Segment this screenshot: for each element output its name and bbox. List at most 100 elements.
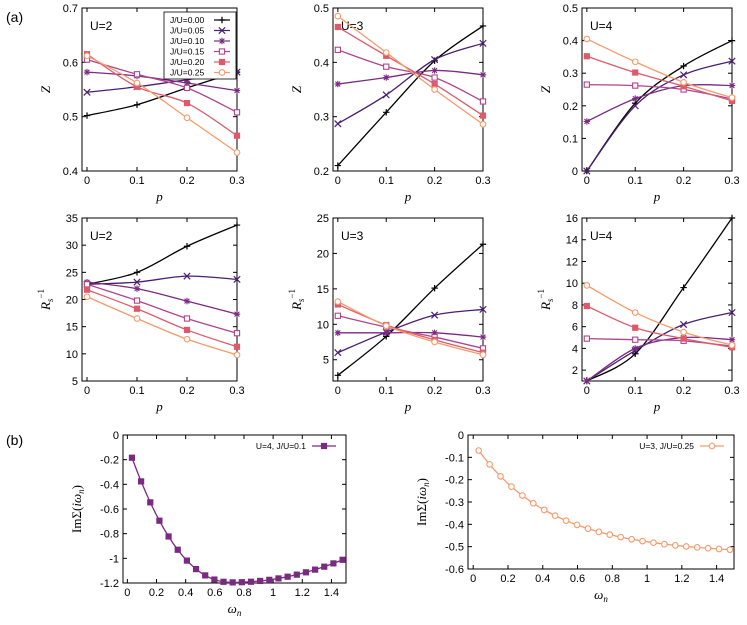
data-point xyxy=(233,132,241,139)
y-tick-label: -0.6 xyxy=(445,564,464,576)
series-line xyxy=(337,308,484,354)
x-tick-label: 0.2 xyxy=(676,175,691,187)
x-tick-label: 0.3 xyxy=(229,385,244,397)
data-point xyxy=(632,95,639,102)
series-line xyxy=(86,55,238,154)
y-tick-label: 0.2 xyxy=(563,101,578,113)
data-point xyxy=(334,80,342,88)
x-axis-label: p xyxy=(155,399,163,414)
y-tick-label: 15 xyxy=(317,284,329,296)
series-J-U-0.05 xyxy=(583,308,736,385)
series-J-U-0.10 xyxy=(334,67,487,88)
data-point xyxy=(183,272,191,280)
y-tick-label: 6 xyxy=(572,322,578,334)
data-point xyxy=(233,343,241,350)
x-tick-label: 0.4 xyxy=(535,573,550,585)
data-point xyxy=(382,322,390,330)
data-point xyxy=(133,297,141,304)
data-point xyxy=(133,285,141,292)
data-point xyxy=(704,544,712,552)
x-tick-label: 0 xyxy=(470,573,476,585)
data-point xyxy=(479,333,487,341)
data-point xyxy=(133,101,141,108)
data-point xyxy=(233,149,241,156)
data-point xyxy=(334,23,341,31)
data-point xyxy=(233,351,241,359)
series-line xyxy=(337,301,484,356)
y-tick-label: 0.1 xyxy=(563,133,578,145)
x-tick-label: 1.2 xyxy=(674,573,689,585)
x-axis-label: p xyxy=(653,189,661,204)
data-point xyxy=(183,335,191,343)
series-J-U-0.25 xyxy=(583,35,736,101)
y-tick-label: -1.2 xyxy=(100,578,119,590)
data-point xyxy=(233,221,241,229)
data-point xyxy=(334,162,342,169)
panel-label-b: (b) xyxy=(6,432,23,448)
data-point xyxy=(334,12,342,20)
data-point xyxy=(680,78,687,86)
x-axis-label: p xyxy=(653,399,661,414)
data-point xyxy=(284,573,291,580)
series-line xyxy=(86,224,238,285)
series-J-U-0.00 xyxy=(334,22,487,169)
data-point xyxy=(257,577,264,585)
series-line xyxy=(337,26,484,117)
data-point xyxy=(728,336,736,343)
data-point xyxy=(334,298,342,305)
x-tick-label: 1 xyxy=(270,587,276,599)
series-J-U-0.25 xyxy=(334,12,487,128)
x-axis-label: p xyxy=(155,189,163,204)
y-tick-label: 0.5 xyxy=(314,3,329,15)
series-J-U-0.15 xyxy=(83,56,241,116)
data-point xyxy=(183,79,191,87)
data-point xyxy=(583,167,591,175)
data-point xyxy=(83,286,91,293)
data-point xyxy=(551,512,559,519)
series-J-U-0.05 xyxy=(334,39,487,128)
data-point xyxy=(728,94,736,101)
x-tick-label: 0.3 xyxy=(475,385,490,397)
y-tick-label: 25 xyxy=(317,213,329,225)
x-tick-label: 1.2 xyxy=(295,587,310,599)
series-J-U-0.25 xyxy=(83,52,241,156)
plot-frame xyxy=(332,7,484,172)
series-J-U-0.10 xyxy=(83,278,241,318)
series-line xyxy=(337,303,484,354)
series-line xyxy=(86,58,238,113)
x-tick-label: 0 xyxy=(335,385,341,397)
y-axis-label: Rs−1 xyxy=(287,289,306,311)
series-line xyxy=(586,40,733,172)
series-J-U-0.20 xyxy=(583,302,736,351)
data-point xyxy=(431,284,438,292)
y-axis-label: Rs−1 xyxy=(536,289,555,311)
series-J-U-0.15 xyxy=(334,312,487,352)
data-point xyxy=(220,578,227,585)
x-axis-label: ωn xyxy=(594,587,608,604)
data-point xyxy=(183,297,191,305)
plot-frame xyxy=(581,217,733,382)
data-point xyxy=(266,576,273,583)
data-point xyxy=(728,308,736,317)
legend-label: U=4, J/U=0.1 xyxy=(256,441,306,451)
series-line xyxy=(86,283,238,334)
data-point xyxy=(632,69,639,76)
data-point xyxy=(183,243,191,250)
data-point xyxy=(133,79,141,87)
y-tick-label: 20 xyxy=(317,248,329,260)
data-point xyxy=(497,472,504,480)
y-axis-label: ImΣ(iωn) xyxy=(69,485,86,533)
x-axis-label: p xyxy=(404,189,412,204)
data-point xyxy=(680,284,687,291)
x-tick-label: 0.3 xyxy=(724,385,739,397)
panel-sigma-u4: 0 0.2 0.4 0.6 0.8 1 1.2 1.4 0 -0.2 -0.4 -0.6 -0.8 -1 -… xyxy=(69,430,347,618)
x-tick-label: 0.2 xyxy=(179,385,194,397)
data-point xyxy=(383,329,390,337)
data-point xyxy=(632,324,639,331)
series-J-U-0.20 xyxy=(583,53,736,105)
series-line xyxy=(586,305,733,348)
y-tick-label: -0.6 xyxy=(100,504,119,516)
y-tick-label: 0.4 xyxy=(314,57,329,69)
panel-title: U=4 xyxy=(590,19,613,33)
series-line xyxy=(586,217,733,382)
